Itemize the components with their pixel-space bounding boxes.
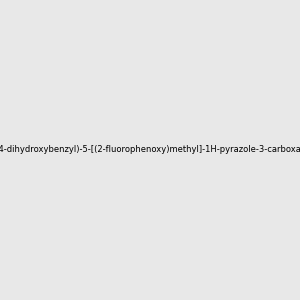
Text: N-(2,4-dihydroxybenzyl)-5-[(2-fluorophenoxy)methyl]-1H-pyrazole-3-carboxamide: N-(2,4-dihydroxybenzyl)-5-[(2-fluorophen… [0,146,300,154]
